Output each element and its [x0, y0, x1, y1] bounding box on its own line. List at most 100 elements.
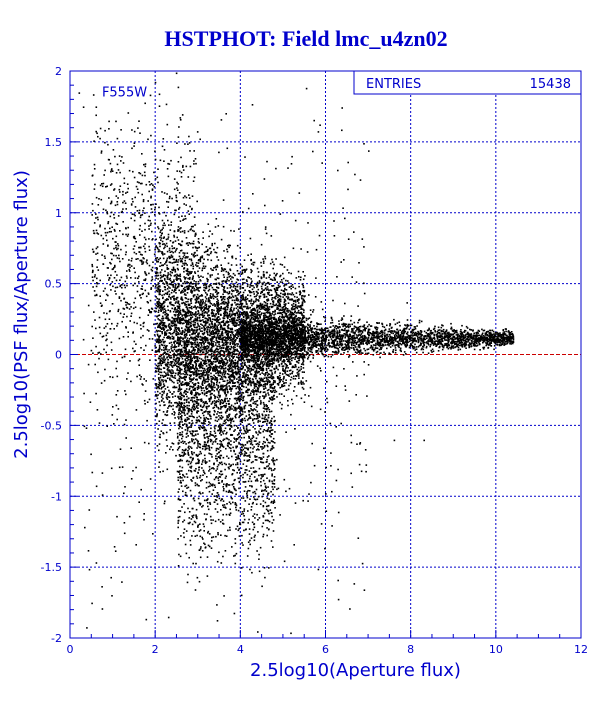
- data-point: [323, 329, 325, 331]
- data-point: [499, 340, 501, 343]
- data-point: [283, 309, 286, 312]
- data-point: [175, 454, 177, 457]
- data-point: [433, 336, 436, 339]
- data-point: [184, 373, 186, 376]
- data-point: [197, 385, 200, 387]
- data-point: [462, 343, 465, 345]
- data-point: [218, 370, 220, 373]
- data-point: [157, 428, 159, 430]
- data-point: [415, 333, 418, 336]
- data-point: [266, 324, 268, 327]
- data-point: [200, 256, 202, 258]
- data-point: [351, 323, 353, 326]
- data-point: [185, 319, 187, 322]
- data-point: [454, 330, 456, 332]
- data-point: [181, 358, 184, 360]
- data-point: [356, 327, 359, 330]
- data-point: [274, 320, 276, 323]
- data-point: [410, 331, 412, 334]
- data-point: [465, 335, 467, 338]
- data-point: [456, 338, 459, 341]
- data-point: [374, 327, 377, 329]
- data-point: [458, 339, 461, 342]
- data-point: [278, 338, 280, 340]
- data-point: [468, 345, 470, 347]
- data-point: [267, 311, 269, 314]
- data-point: [474, 345, 476, 347]
- data-point: [224, 358, 226, 360]
- data-point: [334, 339, 337, 342]
- data-point: [253, 357, 255, 359]
- data-point: [456, 345, 459, 348]
- data-point: [430, 349, 432, 352]
- data-point: [252, 329, 254, 332]
- data-point: [286, 333, 288, 336]
- data-point: [315, 344, 318, 347]
- data-point: [425, 346, 428, 349]
- data-point: [264, 284, 267, 286]
- data-point: [457, 346, 460, 349]
- data-point: [297, 332, 300, 334]
- data-point: [333, 332, 336, 335]
- data-point: [278, 327, 280, 330]
- data-point: [503, 342, 506, 344]
- data-point: [436, 337, 439, 339]
- data-point: [229, 343, 231, 345]
- data-point: [367, 328, 370, 331]
- data-point: [372, 337, 375, 339]
- data-point: [227, 292, 230, 295]
- data-point: [390, 330, 392, 332]
- data-point: [231, 353, 234, 355]
- data-point: [180, 344, 183, 347]
- data-point: [304, 336, 307, 339]
- data-point: [250, 344, 253, 347]
- data-point: [256, 356, 258, 358]
- data-point: [256, 358, 259, 361]
- data-point: [394, 323, 397, 326]
- data-point: [214, 251, 216, 254]
- data-point: [485, 337, 488, 340]
- data-point: [271, 348, 274, 351]
- data-point: [253, 286, 255, 289]
- data-point: [394, 340, 397, 342]
- data-point: [323, 333, 326, 336]
- data-point: [227, 271, 229, 274]
- data-point: [491, 333, 493, 336]
- data-point: [204, 292, 207, 294]
- data-point: [167, 329, 169, 331]
- data-point: [324, 320, 326, 323]
- data-point: [203, 345, 205, 348]
- data-point: [473, 342, 476, 344]
- data-point: [445, 329, 448, 331]
- data-point: [262, 329, 264, 332]
- data-point: [285, 279, 287, 282]
- data-point: [323, 355, 326, 358]
- data-point: [317, 348, 320, 350]
- data-point: [344, 323, 346, 325]
- data-point: [177, 320, 179, 323]
- data-point: [229, 367, 232, 370]
- data-point: [372, 340, 374, 342]
- data-point: [199, 417, 202, 419]
- data-point: [288, 375, 290, 377]
- data-point: [507, 330, 510, 332]
- data-point: [164, 379, 166, 382]
- data-point: [220, 303, 222, 305]
- data-point: [288, 338, 290, 341]
- data-point: [320, 336, 322, 339]
- data-point: [230, 345, 232, 348]
- data-point: [175, 276, 178, 278]
- data-point: [289, 344, 291, 347]
- data-point: [491, 339, 494, 342]
- data-point: [420, 320, 423, 323]
- data-point: [461, 346, 464, 348]
- data-point: [282, 296, 284, 298]
- data-point: [353, 337, 356, 340]
- data-point: [326, 331, 328, 333]
- data-point: [204, 339, 206, 341]
- data-point: [387, 341, 390, 344]
- data-point: [158, 357, 161, 360]
- data-point: [504, 341, 507, 343]
- data-point: [441, 339, 444, 341]
- data-point: [256, 387, 259, 389]
